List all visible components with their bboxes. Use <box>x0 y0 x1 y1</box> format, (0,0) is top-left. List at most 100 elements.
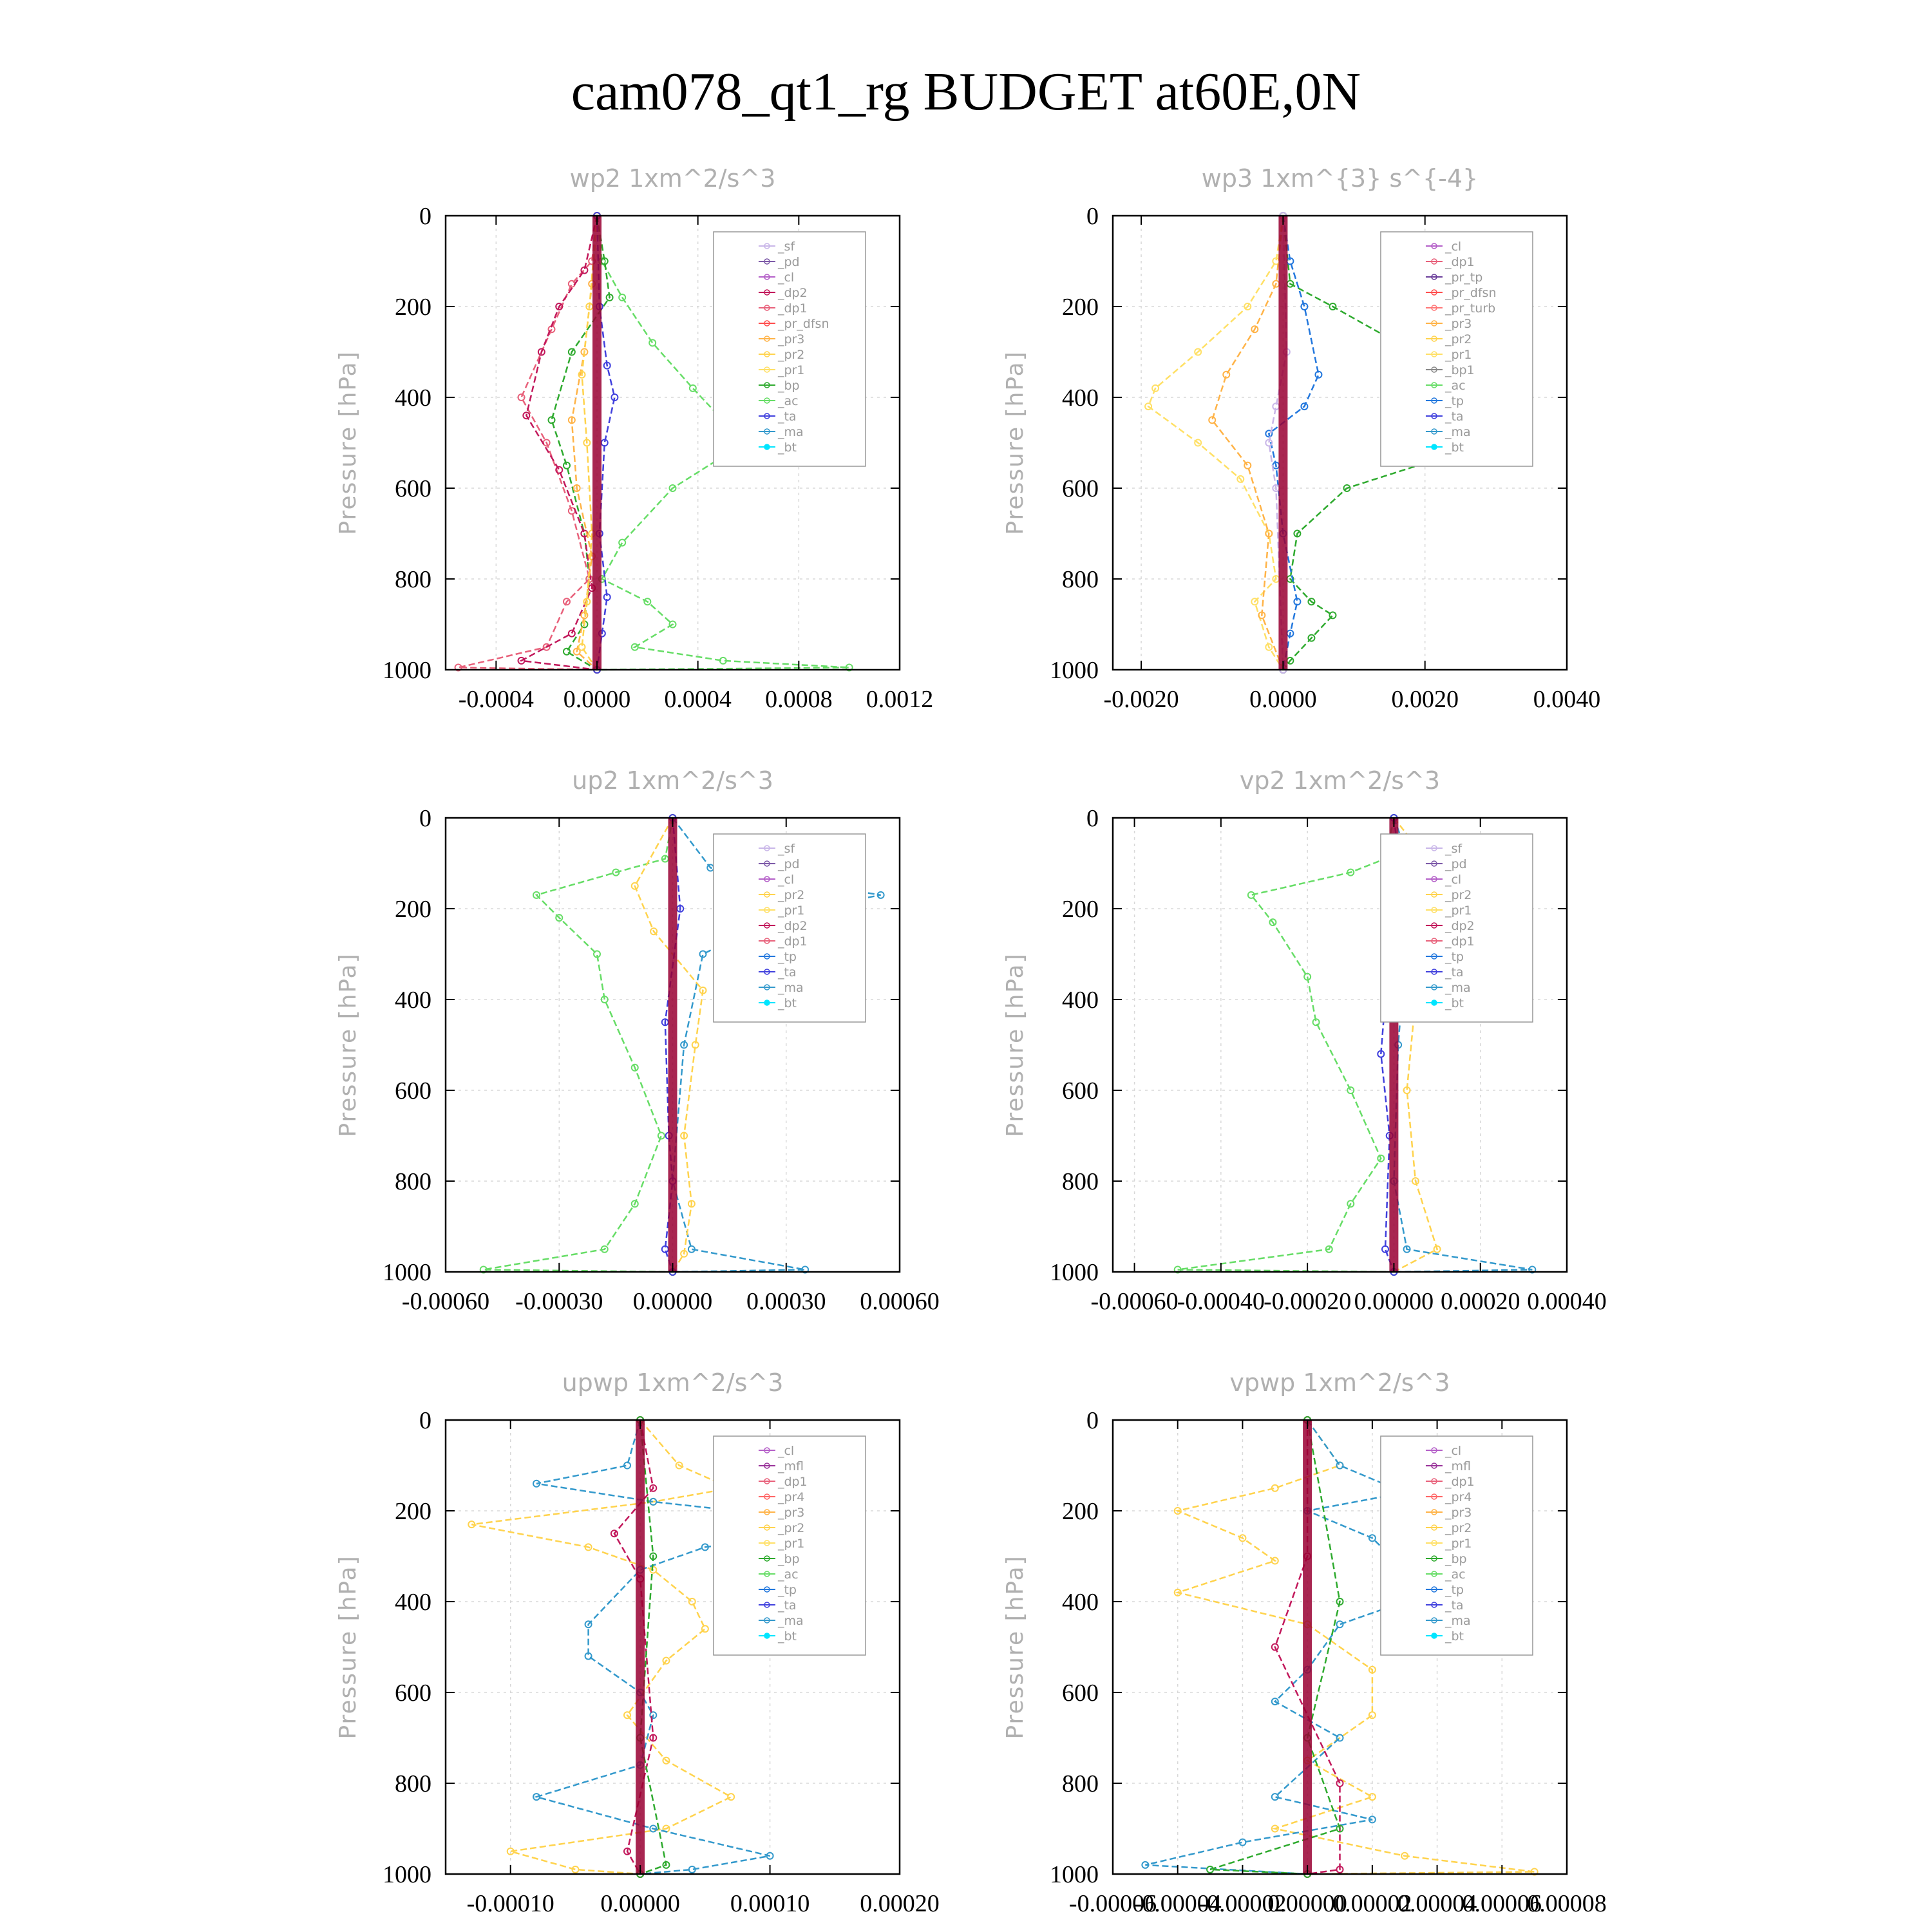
data-point <box>1141 1861 1150 1869</box>
data-point <box>1307 598 1316 606</box>
y-axis-label: Pressure [hPa] <box>1002 952 1028 1137</box>
data-point <box>1368 1815 1376 1824</box>
y-tick-label: 0 <box>419 1407 431 1434</box>
panel-title: wp2 1xm^2/s^3 <box>570 164 776 193</box>
legend-entry: _ta <box>1444 1598 1464 1613</box>
y-tick-label: 800 <box>1062 566 1099 593</box>
data-point <box>1347 1086 1355 1094</box>
legend-entry: _pr3 <box>777 332 804 346</box>
data-point <box>563 598 571 606</box>
legend-entry: _sf <box>777 240 795 254</box>
data-point <box>580 266 589 274</box>
legend-marker <box>764 289 770 296</box>
data-point <box>691 1041 699 1049</box>
plot-frame <box>444 214 901 671</box>
data-point <box>687 1245 696 1253</box>
legend-marker <box>764 969 770 975</box>
legend-box <box>1380 833 1533 1023</box>
legend-marker <box>764 366 770 373</box>
data-point <box>603 361 611 370</box>
legend-entry: _cl <box>777 1444 794 1458</box>
data-point <box>600 1245 609 1253</box>
legend-marker <box>764 922 770 929</box>
x-tick-label: -0.00020 <box>1264 1288 1351 1315</box>
data-point <box>650 927 658 936</box>
y-tick-label: 1000 <box>1050 1861 1099 1888</box>
legend-marker <box>764 428 770 435</box>
data-point <box>1377 1154 1385 1162</box>
data-point <box>1347 1200 1355 1208</box>
legend-marker <box>1431 999 1437 1006</box>
legend-marker <box>764 382 770 388</box>
y-tick-label: 800 <box>395 566 431 593</box>
x-tick-label: -0.00006 <box>1069 1890 1157 1917</box>
figure-title: cam078_qt1_rg BUDGET at60E,0N <box>571 62 1361 122</box>
legend-entry: _bp <box>1444 1552 1467 1566</box>
data-point <box>1528 1265 1537 1274</box>
legend-marker <box>1431 289 1437 296</box>
data-point <box>603 593 611 601</box>
legend-marker <box>764 320 770 327</box>
legend-marker <box>1431 876 1437 882</box>
data-point <box>567 416 576 424</box>
legend-entry: _cl <box>1444 1444 1461 1458</box>
data-point <box>578 370 586 379</box>
series-line-dp1 <box>1274 1420 1341 1875</box>
data-point <box>584 1652 592 1660</box>
x-tick-label: 0.00006 <box>1463 1890 1542 1917</box>
legend-entry: _pr_dfsn <box>1444 286 1497 300</box>
legend-entry: _pd <box>777 857 800 871</box>
data-point <box>454 663 462 672</box>
x-tick-label: 0.00010 <box>730 1890 810 1917</box>
y-tick-label: 200 <box>1062 294 1099 321</box>
series-line-ac <box>596 215 849 671</box>
legend-entry: _dp1 <box>777 934 808 949</box>
series-line-cl <box>1268 215 1288 670</box>
legend-entry: _dp1 <box>1444 1475 1475 1489</box>
data-point <box>612 868 620 876</box>
legend-entry: _dp1 <box>777 1475 808 1489</box>
data-point <box>605 293 614 301</box>
legend-marker <box>1431 258 1437 265</box>
data-point <box>1265 439 1273 447</box>
data-point <box>1368 1793 1376 1801</box>
legend-marker <box>1431 336 1437 342</box>
legend-marker <box>1431 366 1437 373</box>
panel-2: wp3 1xm^{3} s^{-4} Pressure [hPa] -0.0020 0… <box>1002 164 1600 713</box>
data-point <box>623 1711 631 1719</box>
plot-frame <box>1112 817 1568 1273</box>
data-point <box>649 1552 658 1560</box>
data-point <box>623 1461 631 1470</box>
data-point <box>1144 402 1153 411</box>
data-point <box>630 1063 639 1072</box>
panel-title: up2 1xm^2/s^3 <box>572 766 773 795</box>
data-point <box>1293 598 1302 606</box>
legend-entry: _pd <box>777 255 800 269</box>
legend-entry: _ta <box>1444 965 1464 980</box>
data-point <box>1258 611 1266 620</box>
data-point <box>555 303 564 310</box>
x-tick-label: 0.0004 <box>664 686 732 713</box>
legend-marker <box>764 860 770 867</box>
legend-marker <box>764 1493 770 1500</box>
legend-marker <box>764 397 770 404</box>
data-point <box>1343 484 1351 492</box>
legend-entry: _pr1 <box>777 363 804 377</box>
data-point <box>649 1734 658 1742</box>
data-point <box>680 1249 688 1258</box>
legend-box <box>713 231 866 467</box>
legend: _sf_pd _cl_pr2 _pr1_dp2_dp1_tp_ta_ma_bt <box>1380 833 1533 1023</box>
legend-entry: _mfl <box>1444 1459 1471 1473</box>
series-line-dp1 <box>483 817 674 1273</box>
data-point <box>1307 634 1316 642</box>
legend-marker <box>1431 845 1437 851</box>
legend-entry: _tp <box>1444 394 1464 408</box>
data-point <box>1300 402 1309 411</box>
legend-box <box>713 833 866 1023</box>
legend-marker <box>764 876 770 882</box>
series-line-dp1 <box>613 1419 654 1875</box>
data-point <box>517 656 526 665</box>
data-point <box>583 439 591 447</box>
data-point <box>699 986 707 994</box>
